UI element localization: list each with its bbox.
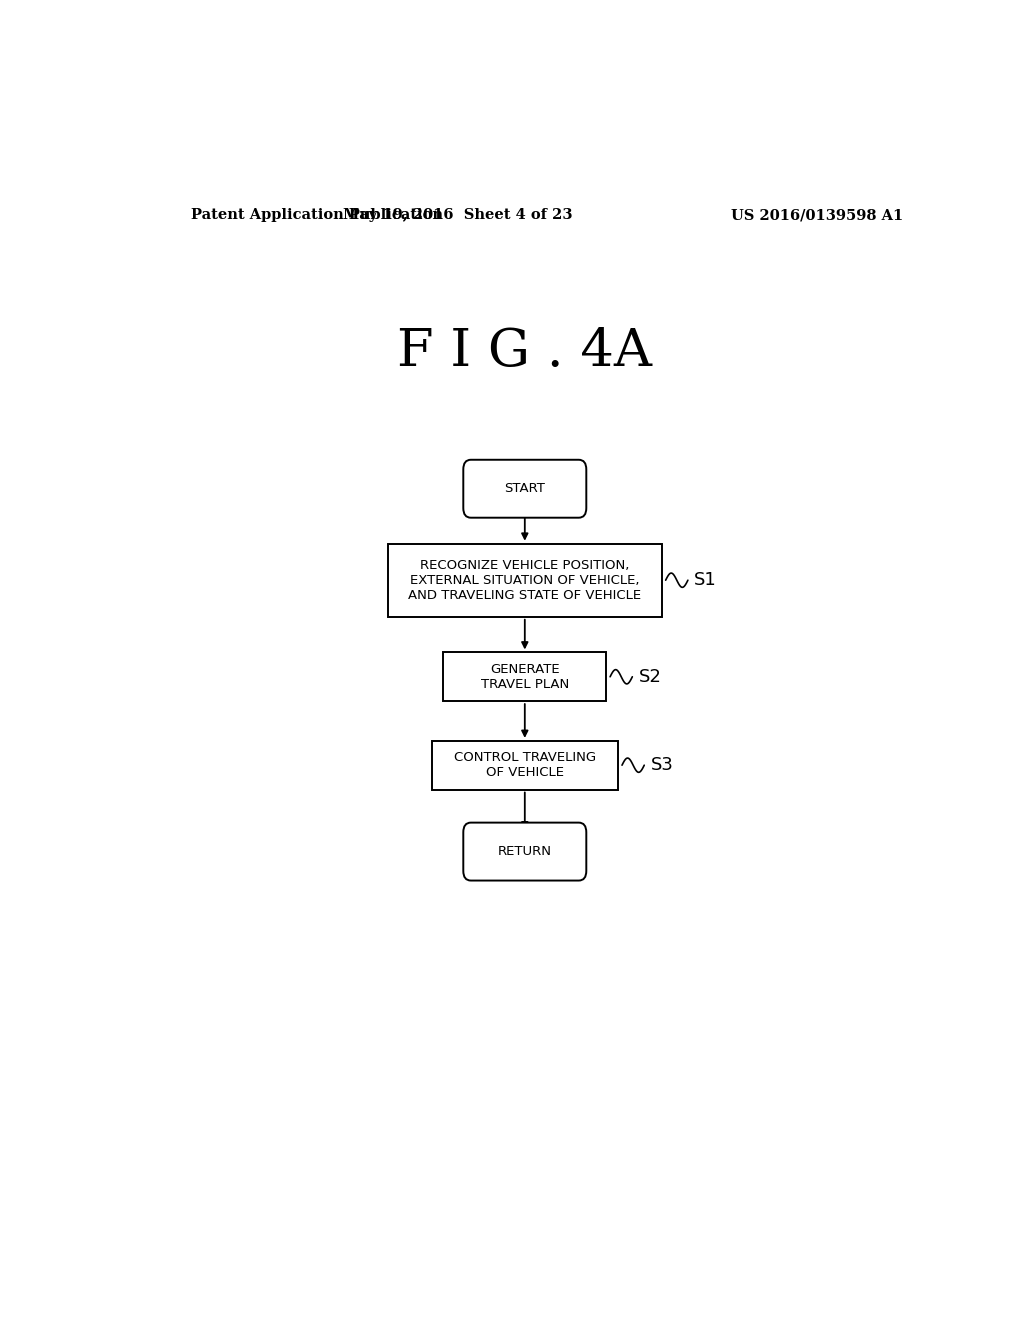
FancyBboxPatch shape xyxy=(463,822,587,880)
Text: CONTROL TRAVELING
OF VEHICLE: CONTROL TRAVELING OF VEHICLE xyxy=(454,751,596,779)
Text: US 2016/0139598 A1: US 2016/0139598 A1 xyxy=(731,209,903,222)
Text: START: START xyxy=(505,482,545,495)
Bar xyxy=(431,741,618,789)
Text: F I G . 4A: F I G . 4A xyxy=(397,326,652,378)
Text: S2: S2 xyxy=(639,668,662,686)
Text: RECOGNIZE VEHICLE POSITION,
EXTERNAL SITUATION OF VEHICLE,
AND TRAVELING STATE O: RECOGNIZE VEHICLE POSITION, EXTERNAL SIT… xyxy=(409,558,641,602)
Bar xyxy=(443,652,606,701)
FancyBboxPatch shape xyxy=(463,459,587,517)
Bar xyxy=(388,544,662,616)
Text: GENERATE
TRAVEL PLAN: GENERATE TRAVEL PLAN xyxy=(480,663,569,690)
Text: Patent Application Publication: Patent Application Publication xyxy=(191,209,443,222)
Text: S3: S3 xyxy=(650,756,674,775)
Text: S1: S1 xyxy=(694,572,717,589)
Text: RETURN: RETURN xyxy=(498,845,552,858)
Text: May 19, 2016  Sheet 4 of 23: May 19, 2016 Sheet 4 of 23 xyxy=(343,209,572,222)
